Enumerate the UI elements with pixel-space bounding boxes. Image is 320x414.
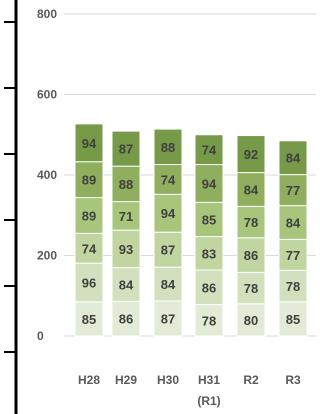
data-label: 83: [202, 246, 216, 261]
bar-segment: [153, 193, 183, 233]
bar-segment: [278, 140, 308, 176]
data-label: 87: [161, 311, 175, 326]
bar-segment: [236, 135, 266, 174]
x-axis-category-labels: H28 H29 H30 H31 (R1) R2 R3: [78, 373, 301, 408]
data-label: 78: [286, 279, 300, 294]
data-label: 78: [244, 281, 258, 296]
data-label: 94: [161, 206, 176, 221]
y-tick-label: 600: [37, 88, 57, 102]
y-tick-label: 0: [37, 329, 44, 343]
left-axis-strip: [4, 0, 18, 414]
data-label: 92: [244, 147, 258, 162]
data-labels: 85 96 74 89 89 94 86 84 93 71 88 87 87 84 87 94 74 88 78 86…: [82, 136, 301, 329]
data-label: 77: [286, 183, 300, 198]
data-label: 86: [119, 312, 133, 327]
bar-segment: [111, 130, 141, 167]
bar-segment: [111, 267, 141, 302]
bar-segment: [111, 300, 141, 337]
gridlines: [64, 13, 316, 337]
bar-segment: [74, 161, 104, 199]
category-sublabel: (R1): [197, 394, 220, 408]
category-label: R2: [243, 373, 259, 387]
bar-segment: [278, 205, 308, 240]
data-label: 87: [161, 243, 175, 258]
data-label: 77: [286, 248, 300, 263]
data-label: 94: [82, 136, 97, 151]
bars: [74, 123, 308, 337]
bar-segment: [74, 301, 104, 337]
data-label: 74: [202, 143, 217, 158]
data-label: 86: [244, 248, 258, 263]
data-label: 96: [82, 275, 96, 290]
bar-segment: [153, 164, 183, 195]
data-label: 93: [119, 242, 133, 257]
data-label: 85: [202, 212, 216, 227]
data-label: 74: [82, 241, 97, 256]
data-label: 78: [202, 313, 216, 328]
data-label: 94: [202, 176, 217, 191]
bar-segment: [111, 201, 141, 231]
data-label: 85: [286, 312, 300, 327]
bar-segment: [153, 231, 183, 268]
data-label: 78: [244, 215, 258, 230]
bar-segment: [194, 134, 224, 166]
bar-segment: [236, 303, 266, 337]
bar-segment: [194, 304, 224, 337]
category-label: R3: [285, 373, 301, 387]
bar-segment: [236, 271, 266, 305]
data-label: 85: [82, 312, 96, 327]
data-label: 88: [119, 177, 133, 192]
bar-segment: [278, 301, 308, 337]
data-label: 71: [119, 209, 133, 224]
bar-segment: [278, 269, 308, 303]
data-label: 89: [82, 208, 96, 223]
data-label: 84: [286, 215, 301, 230]
data-label: 87: [119, 142, 133, 157]
bar-segment: [153, 128, 183, 166]
bar-segment: [111, 165, 141, 203]
y-axis-tick-labels: 0 200 400 600 800: [37, 7, 57, 343]
bar-segment: [194, 236, 224, 271]
category-label: H31: [198, 373, 220, 387]
bar-segment: [194, 201, 224, 238]
y-tick-label: 200: [37, 249, 57, 263]
data-label: 84: [286, 151, 301, 166]
bar-segment: [236, 172, 266, 207]
data-label: 86: [202, 280, 216, 295]
category-label: H29: [115, 373, 137, 387]
data-label: 84: [244, 182, 259, 197]
bar-segment: [194, 164, 224, 203]
data-label: 80: [244, 313, 258, 328]
bar-segment: [153, 266, 183, 302]
data-label: 84: [119, 277, 134, 292]
data-label: 74: [161, 172, 176, 187]
data-label: 88: [161, 140, 175, 155]
y-tick-label: 400: [37, 168, 57, 182]
data-label: 84: [161, 277, 176, 292]
bar-segment: [236, 205, 266, 239]
y-tick-label: 800: [37, 7, 57, 21]
category-label: H30: [157, 373, 179, 387]
data-label: 89: [82, 173, 96, 188]
category-label: H28: [78, 373, 100, 387]
bar-segment: [153, 300, 183, 337]
bar-segment: [74, 123, 104, 163]
